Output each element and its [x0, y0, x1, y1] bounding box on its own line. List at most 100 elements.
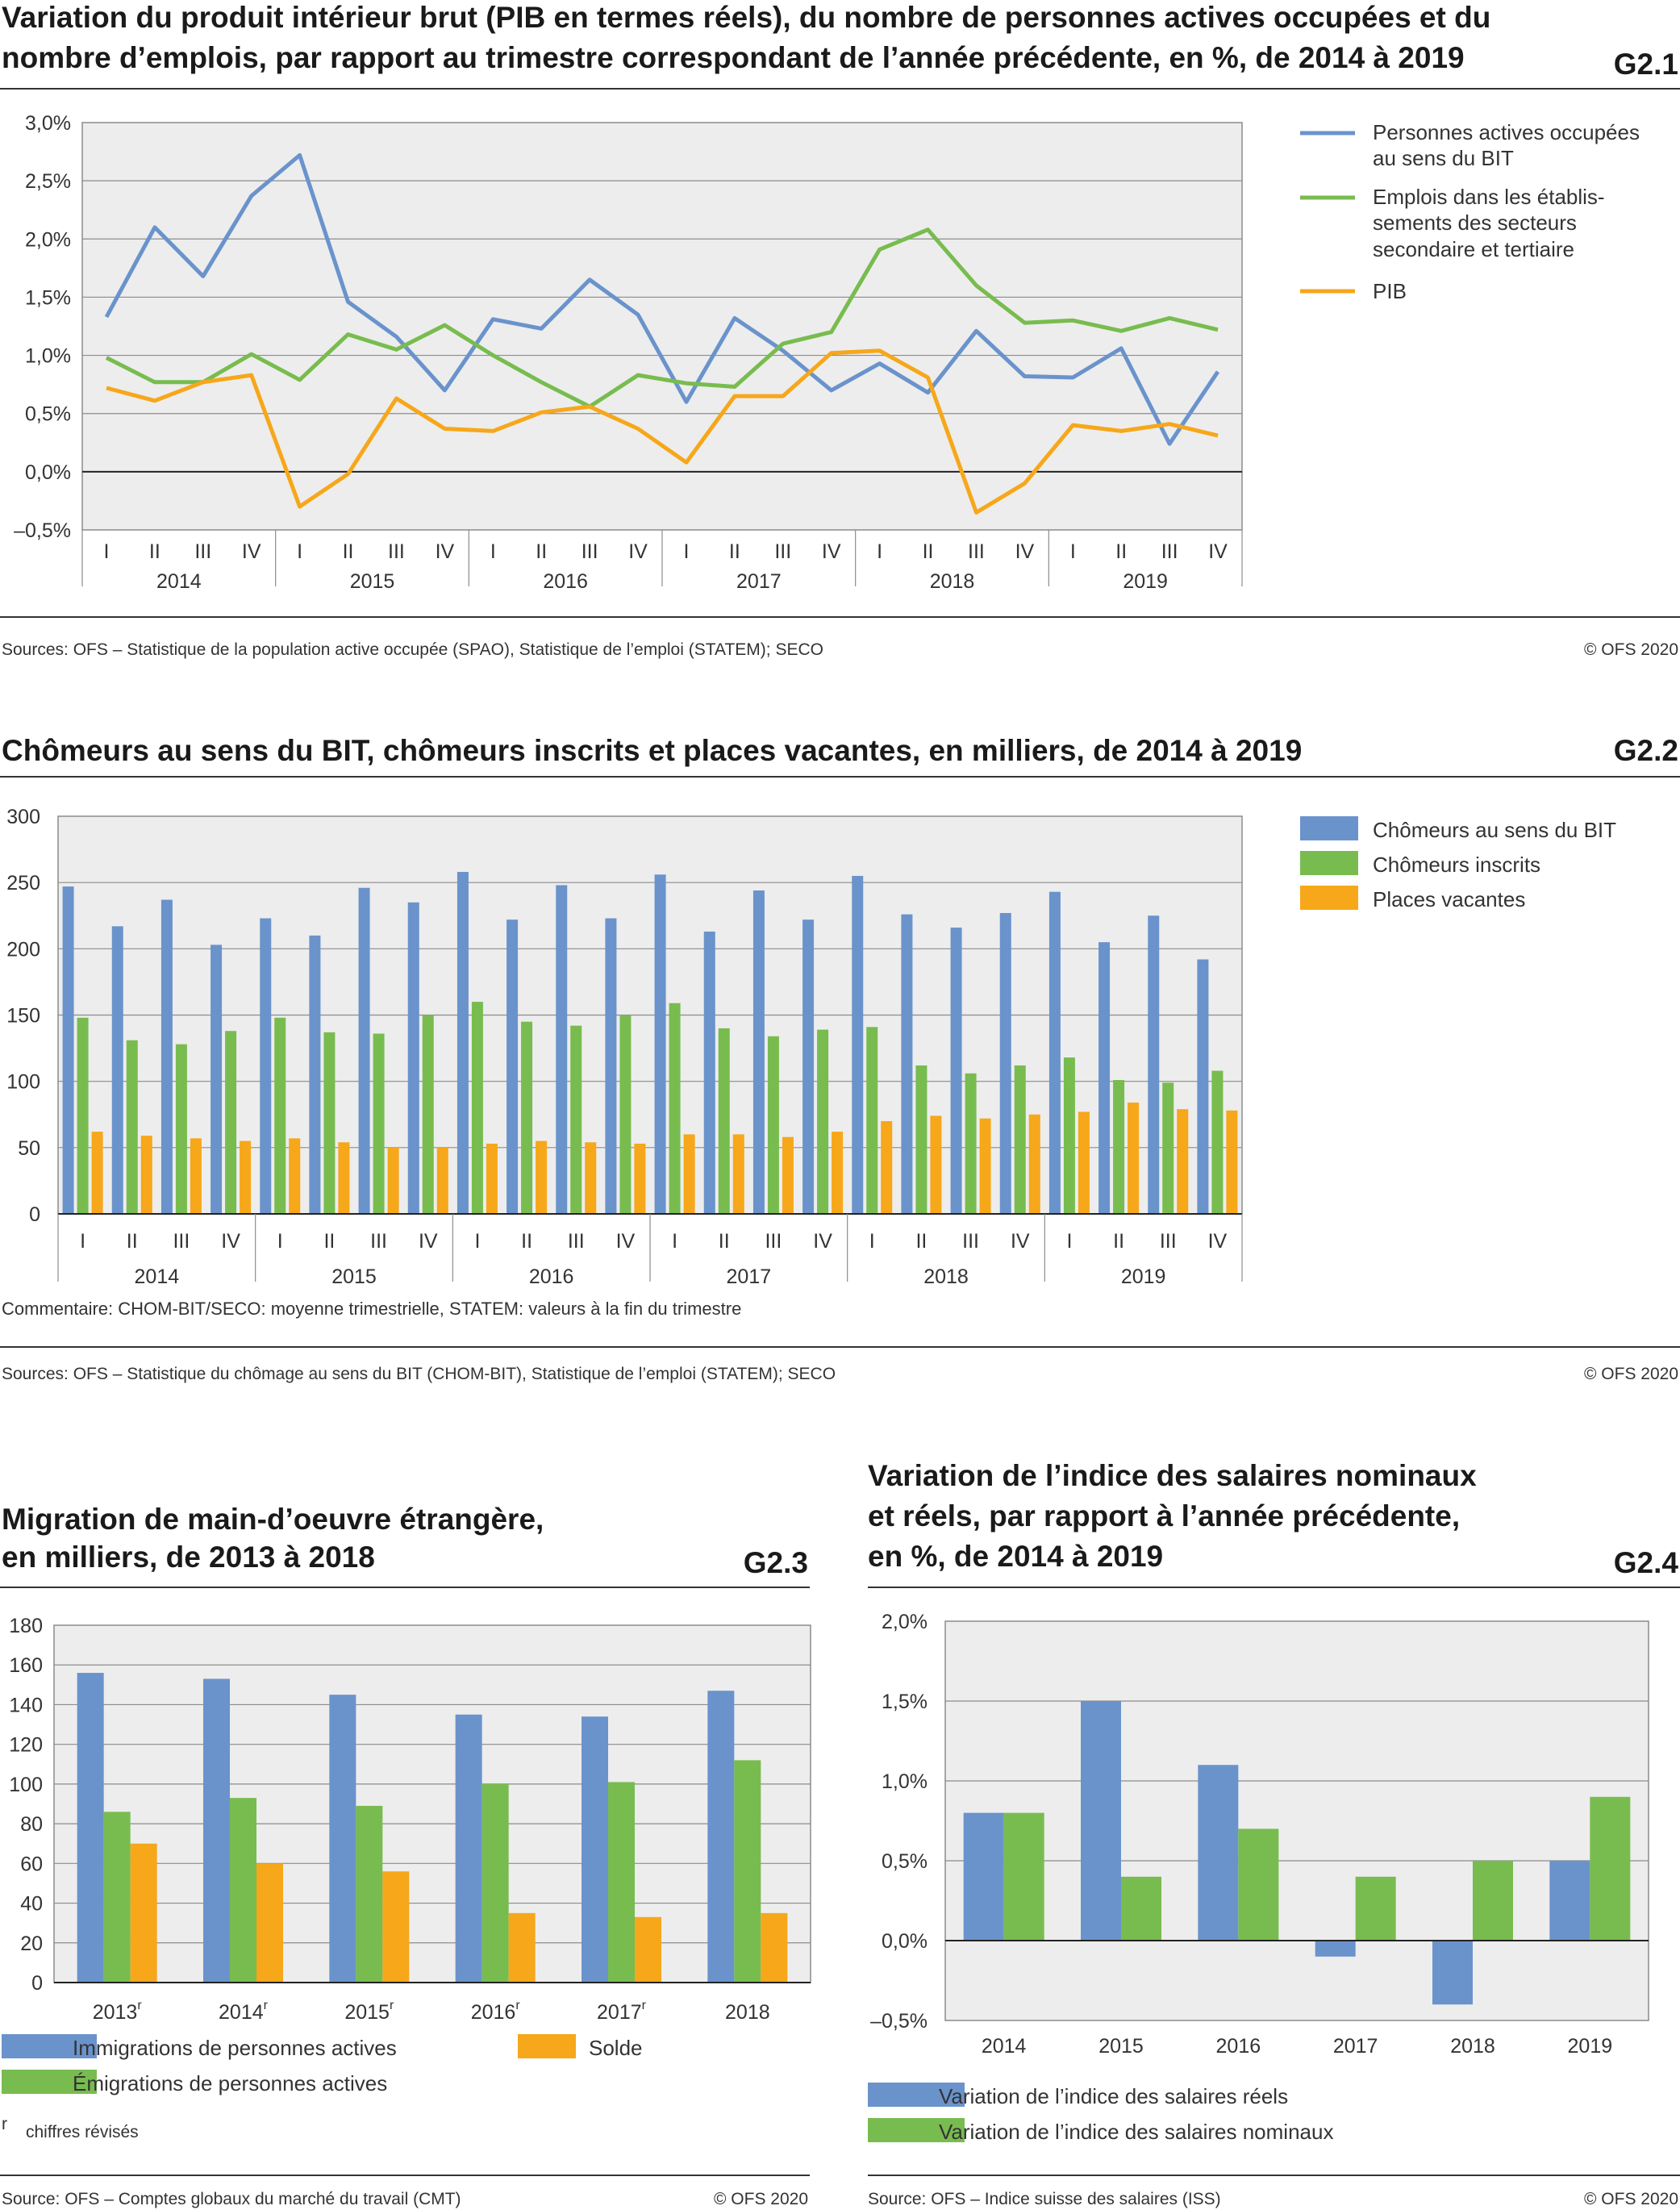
g22-title: Chômeurs au sens du BIT, chômeurs inscri…: [2, 734, 1302, 767]
g22-bar-s2: [1028, 1114, 1040, 1214]
g21-x-tick-label: IV: [242, 540, 261, 563]
g22-bar-s1: [669, 1003, 681, 1214]
g21-x-tick-label: III: [388, 540, 405, 563]
g22-bar-s2: [832, 1132, 844, 1214]
g23-x-tick-label: 2014r: [219, 1999, 269, 2024]
g22-bar-s1: [422, 1015, 434, 1214]
g22-bar-s2: [881, 1120, 893, 1214]
g24-legend-swatch-real: [868, 2083, 965, 2107]
g24-bar-s1: [1238, 1828, 1279, 1941]
g22-x-tick-label: II: [521, 1230, 532, 1253]
g24-plot-area: [944, 1620, 1649, 2021]
g23-y-tick-label: 20: [20, 1933, 43, 1955]
g23-revised-mark: r: [137, 1999, 142, 2012]
chart-g22: Chômeurs au sens du BIT, chômeurs inscri…: [0, 734, 1680, 1383]
g22-bar-s0: [358, 887, 370, 1214]
g23-y-tick-label: 40: [20, 1893, 43, 1916]
g22-x-tick-label: II: [719, 1230, 730, 1253]
g23-revised-mark: r: [515, 1999, 520, 2012]
g24-x-tick-label: 2019: [1568, 2035, 1613, 2058]
g24-bar-s0: [1081, 1701, 1121, 1941]
g23-x-tick-label: 2013r: [93, 1999, 143, 2024]
g22-bar-s0: [852, 875, 864, 1214]
g21-y-tick-label: 2,0%: [25, 228, 71, 251]
g23-y-tick-label: 80: [20, 1813, 43, 1836]
g22-bar-s0: [1148, 915, 1160, 1214]
chart-g24: Variation de l’indice des salaires nomin…: [868, 1459, 1680, 2208]
g24-legend-swatch-nominal: [868, 2118, 965, 2142]
g22-year-label: 2019: [1121, 1266, 1166, 1288]
g21-x-tick-label: II: [149, 540, 160, 563]
g22-bar-s0: [901, 914, 913, 1214]
g23-y-tick-label: 180: [9, 1615, 43, 1637]
g24-bar-s1: [1355, 1876, 1396, 1941]
g22-legend-registered: Chômeurs inscrits: [1373, 853, 1540, 877]
g24-legend-nominal: Variation de l’indice des salaires nomin…: [939, 2120, 1333, 2144]
g23-bar-s2: [382, 1871, 410, 1983]
g21-x-tick-label: IV: [1015, 540, 1035, 563]
g24-bar-s0: [963, 1812, 1004, 1941]
g24-chart-id: G2.4: [1614, 1546, 1679, 1579]
g24-x-tick-label: 2015: [1098, 2035, 1144, 2058]
g22-bar-s1: [619, 1015, 632, 1214]
g24-bars: [963, 1701, 1631, 2005]
g22-x-tick-label: III: [568, 1230, 585, 1253]
g23-x-tick-label: 2017r: [597, 1999, 647, 2024]
g22-bar-s1: [1063, 1057, 1075, 1214]
g22-bar-s2: [536, 1140, 548, 1214]
g21-year-label: 2015: [350, 570, 395, 593]
g21-chart-id: G2.1: [1614, 48, 1678, 81]
g24-title-line3: en %, de 2014 à 2019: [868, 1540, 1163, 1573]
g21-copyright: © OFS 2020: [1584, 640, 1678, 659]
g22-y-tick-label: 150: [6, 1005, 40, 1028]
g23-y-tick-label: 0: [31, 1972, 43, 1995]
g21-y-tick-label: 0,5%: [25, 403, 71, 426]
g22-x-tick-label: III: [962, 1230, 979, 1253]
g22-bar-s0: [1197, 959, 1209, 1214]
g22-bar-s0: [605, 918, 617, 1214]
g22-y-tick-label: 100: [6, 1071, 40, 1094]
g23-y-tick-label: 140: [9, 1694, 43, 1716]
g21-legend-employed-line1: Personnes actives occupées: [1373, 120, 1640, 144]
g21-legend-jobs-line2: sements des secteurs: [1373, 211, 1577, 235]
g23-legend-swatch-immigration: [2, 2034, 97, 2058]
g22-x-tick-label: I: [869, 1230, 875, 1253]
g24-x-tick-label: 2017: [1333, 2035, 1378, 2058]
g23-bar-s0: [329, 1695, 356, 1983]
g22-bar-s2: [930, 1115, 942, 1214]
g22-bar-s1: [323, 1032, 336, 1214]
g22-axes: I II III IV I II III IV I II III IV I II III IV I II III IV…: [57, 1213, 1243, 1288]
g22-bar-s1: [471, 1002, 483, 1214]
g22-bar-s1: [126, 1040, 138, 1214]
g22-year-label: 2016: [529, 1266, 574, 1288]
g21-axes: I II III IV I II III IV I II III IV I II III IV I II III IV…: [81, 470, 1243, 593]
g21-x-tick-label: III: [968, 540, 985, 563]
g24-x-tick-label: 2014: [982, 2035, 1027, 2058]
g22-x-tick-label: I: [672, 1230, 677, 1253]
g24-legend-real: Variation de l’indice des salaires réels: [939, 2084, 1288, 2108]
g23-footnote-mark: r: [2, 2115, 7, 2133]
g22-bars: [62, 872, 1238, 1214]
g22-bar-s0: [211, 944, 223, 1214]
g22-x-tick-label: III: [173, 1230, 190, 1253]
g22-x-tick-label: I: [80, 1230, 85, 1253]
g23-bar-s1: [608, 1782, 635, 1983]
g22-x-tick-label: III: [765, 1230, 782, 1253]
g24-y-tick-label: 0,0%: [882, 1930, 928, 1953]
g24-axes: 2014 2015 2016 2017 2018 2019: [945, 1940, 1649, 2058]
g23-bar-s2: [508, 1912, 536, 1983]
g23-x-tick-label: 2015r: [344, 1999, 394, 2024]
g22-x-tick-label: IV: [1011, 1230, 1030, 1253]
g23-source: Source: OFS – Comptes globaux du marché …: [2, 2190, 461, 2208]
g21-y-tick-label: –0,5%: [14, 519, 71, 542]
g22-bar-s0: [556, 885, 568, 1214]
g23-legend-immigration: Immigrations de personnes actives: [73, 2036, 397, 2060]
g22-bar-s2: [240, 1140, 252, 1214]
g23-bar-s2: [635, 1916, 661, 1983]
g23-legend-swatch-balance: [518, 2034, 576, 2058]
g24-y-tick-label: 1,0%: [882, 1770, 928, 1793]
g21-title-line2: nombre d’emplois, par rapport au trimest…: [2, 41, 1465, 74]
g23-bar-s1: [230, 1798, 256, 1983]
g22-bar-s0: [62, 886, 74, 1214]
g21-y-tick-label: 1,0%: [25, 345, 71, 368]
